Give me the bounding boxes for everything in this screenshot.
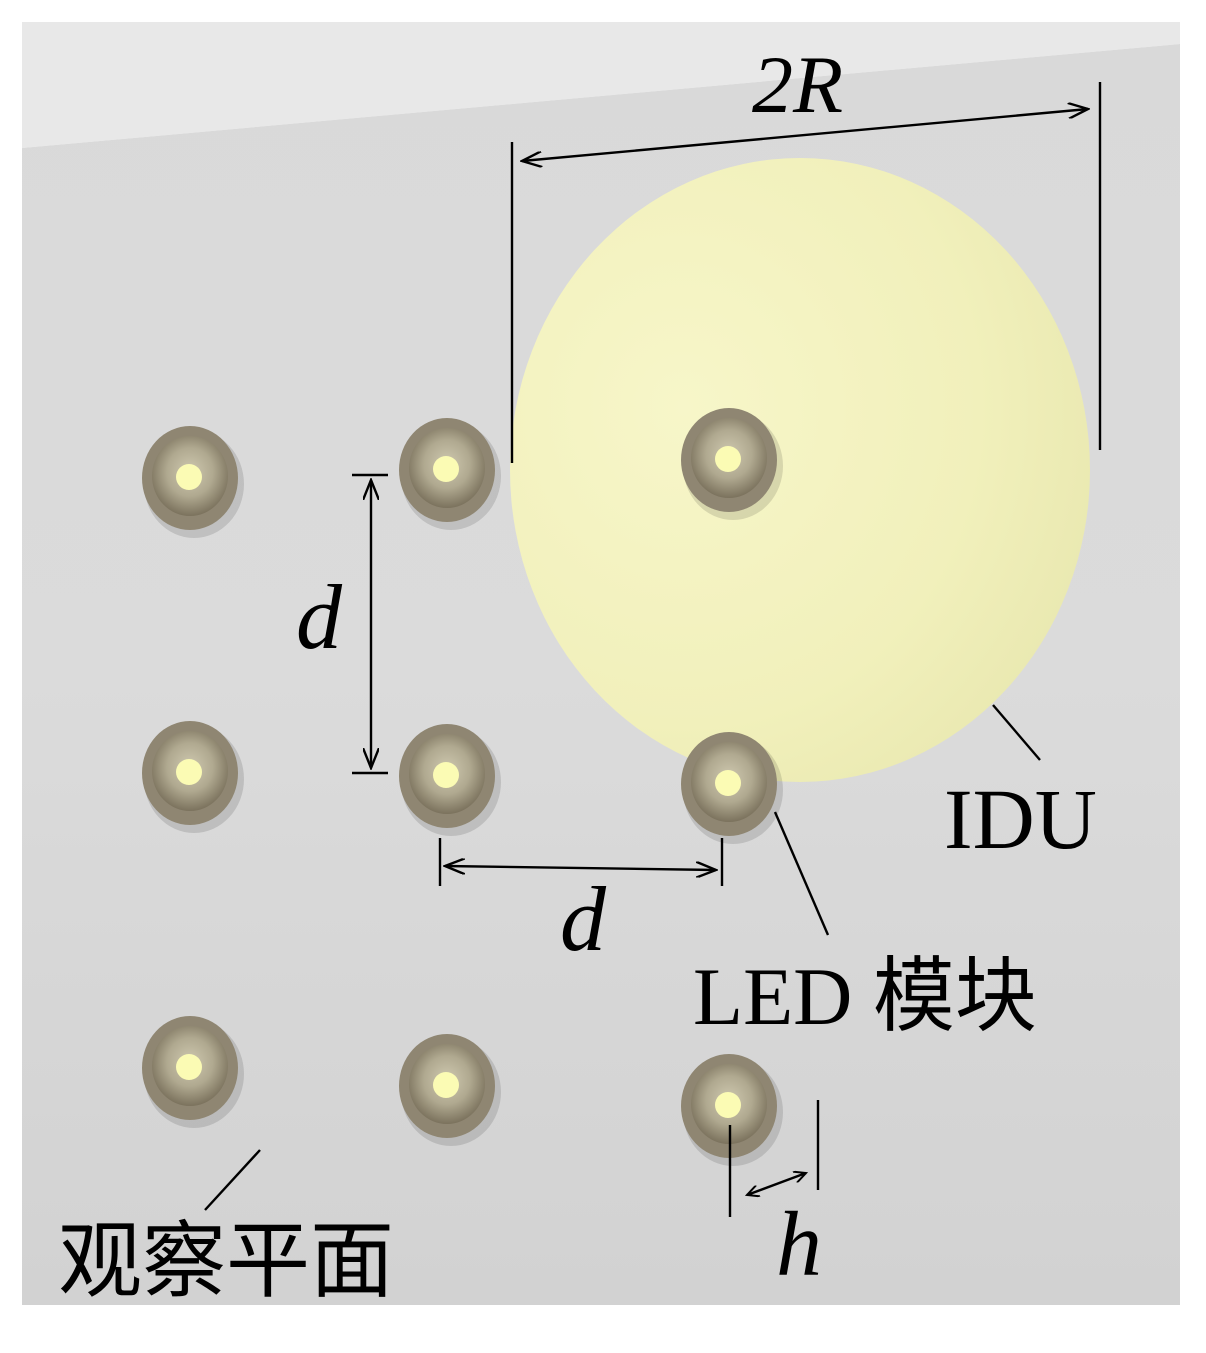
led-r3-c1: [142, 1016, 244, 1128]
led-r3-c3: [681, 1054, 783, 1166]
led-r1-c2: [399, 418, 501, 530]
led-r3-c2: [399, 1034, 501, 1146]
led-light: [433, 456, 459, 482]
d-vertical-label: d: [296, 566, 343, 668]
led-module-leader: [773, 811, 830, 936]
led-r1-c3-idu: [681, 408, 783, 520]
observation-plane-label: 观察平面: [58, 1212, 394, 1310]
led-modules: [142, 408, 783, 1166]
annotations: [204, 82, 1102, 1217]
led-light: [433, 1072, 459, 1098]
led-light: [715, 770, 741, 796]
two-r-label: 2R: [752, 39, 843, 130]
led-r2-c3: [681, 732, 783, 844]
led-light: [176, 464, 202, 490]
h-label: h: [776, 1193, 822, 1295]
h-arrow: [747, 1173, 806, 1195]
led-r2-c1: [142, 721, 244, 833]
led-r1-c1: [142, 426, 244, 538]
observation-plane-leader: [204, 1149, 261, 1211]
led-r2-c2: [399, 724, 501, 836]
idu-leader: [992, 704, 1041, 761]
led-light: [433, 762, 459, 788]
led-light: [176, 1054, 202, 1080]
d-horizontal-label: d: [560, 868, 607, 970]
led-module-label: LED 模块: [693, 951, 1037, 1042]
led-light: [715, 1092, 741, 1118]
idu-label: IDU: [944, 771, 1097, 867]
two-r-arrow: [522, 109, 1088, 161]
d-horizontal-arrow: [445, 866, 716, 870]
led-light: [715, 446, 741, 472]
led-light: [176, 759, 202, 785]
wall-top-strip: [22, 22, 1180, 148]
idu-disc: [510, 158, 1090, 782]
